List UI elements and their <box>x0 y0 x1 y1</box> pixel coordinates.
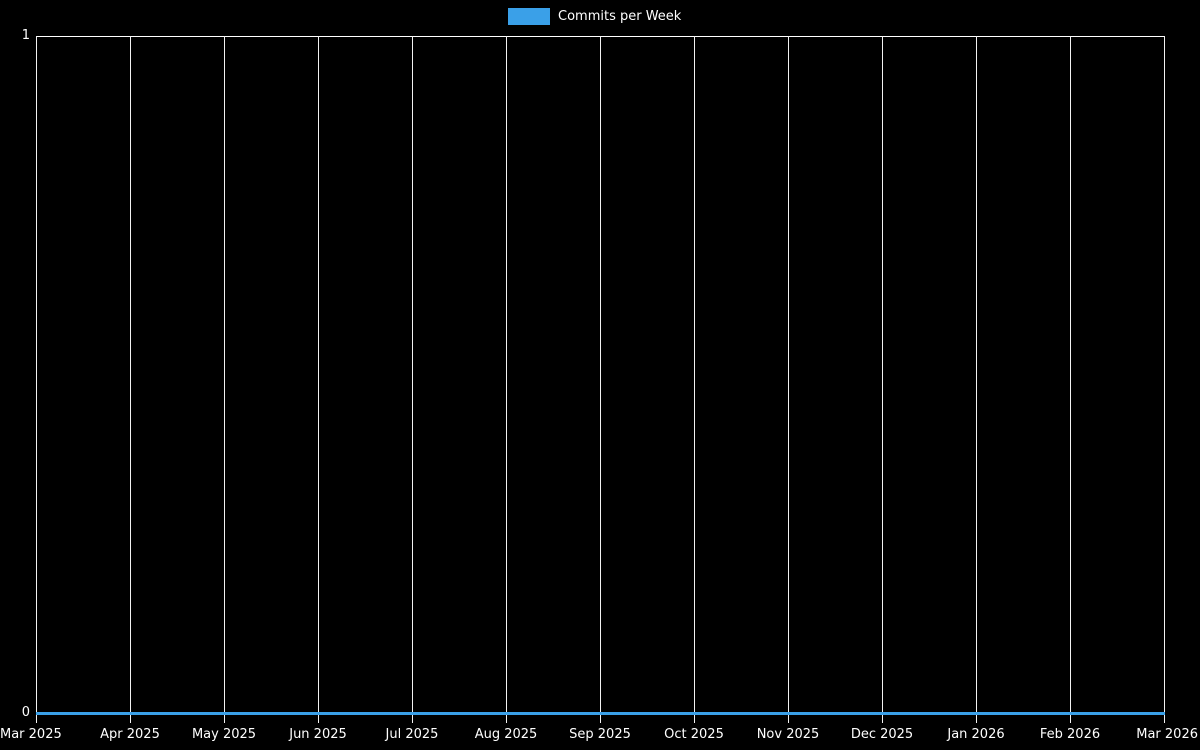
gridline-vertical <box>976 36 977 723</box>
legend-swatch-commits-per-week <box>508 7 550 25</box>
x-tick-label: Dec 2025 <box>850 727 914 742</box>
x-tick-label: Jan 2026 <box>947 727 1005 742</box>
y-tick-label-0: 0 <box>21 705 30 720</box>
gridline-vertical <box>412 36 413 723</box>
x-tick-label: Nov 2025 <box>756 727 820 742</box>
gridline-vertical <box>224 36 225 723</box>
x-tick-label: Apr 2025 <box>100 727 160 742</box>
gridline-vertical <box>694 36 695 723</box>
x-tick-label: Sep 2025 <box>569 727 631 742</box>
gridline-vertical <box>130 36 131 723</box>
x-tick-label: May 2025 <box>191 727 257 742</box>
gridline-vertical <box>506 36 507 723</box>
series-line-commits-per-week <box>36 712 1165 715</box>
chart-legend: Commits per Week <box>508 6 681 26</box>
gridline-vertical <box>1070 36 1071 723</box>
x-tick-label: Jun 2025 <box>289 727 347 742</box>
x-tick-label: Mar 2026 <box>1136 727 1198 742</box>
x-tick-label: Jul 2025 <box>385 727 439 742</box>
legend-label-commits-per-week: Commits per Week <box>558 8 682 24</box>
x-tick-label: Aug 2025 <box>474 727 538 742</box>
gridline-vertical <box>788 36 789 723</box>
gridline-vertical <box>1164 36 1165 723</box>
x-tick-label: Feb 2026 <box>1039 727 1101 742</box>
gridline-vertical <box>36 36 37 723</box>
gridline-vertical <box>600 36 601 723</box>
gridline-vertical <box>318 36 319 723</box>
x-tick-label: Oct 2025 <box>664 727 724 742</box>
y-tick-label-1: 1 <box>21 28 30 43</box>
x-tick-label: Mar 2025 <box>0 727 62 742</box>
gridline-vertical <box>882 36 883 723</box>
